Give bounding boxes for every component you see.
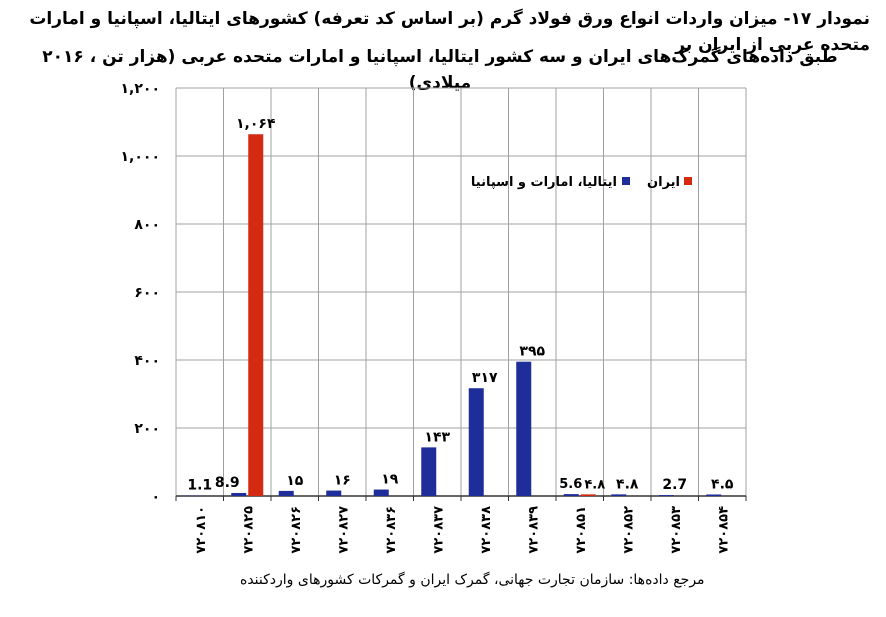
x-tick-label: ۷۲۰۸۵۴ [716, 506, 731, 554]
data-label-blue: ۱۶ [334, 473, 351, 489]
y-tick-label: ۰ [151, 489, 160, 505]
data-label-blue: 2.7 [662, 477, 687, 493]
data-label-blue: ۱۴۳ [424, 429, 450, 445]
data-source-note: مرجع داده‌ها: سازمان تجارت جهانی، گمرک ا… [240, 572, 705, 588]
y-tick-label: ۴۰۰ [134, 353, 160, 369]
data-label-blue: ۴.۵ [711, 476, 734, 492]
data-label-blue: 8.9 [215, 475, 240, 491]
legend-label-red: ایران [647, 175, 680, 190]
x-tick-label: ۷۲۰۸۱۰ [194, 506, 209, 554]
data-label-red: ۱,۰۶۴ [236, 116, 276, 132]
data-label-blue: ۳۹۵ [519, 344, 545, 360]
bar-blue-series [231, 492, 247, 496]
x-tick-label: ۷۲۰۸۵۲ [621, 506, 636, 554]
data-label-blue: 1.1 [187, 478, 212, 494]
data-label-blue: ۱۵ [286, 473, 304, 489]
y-tick-label: ۱,۰۰۰ [121, 149, 161, 165]
bar-blue-series [563, 494, 579, 496]
x-tick-label: ۷۲۰۸۲۶ [289, 506, 304, 554]
x-tick-label: ۷۲۰۸۲۵ [241, 506, 256, 554]
x-tick-label: ۷۲۰۸۵۱ [574, 506, 589, 554]
bar-blue-series [468, 388, 484, 496]
data-label-red: ۴.۸ [584, 477, 605, 492]
x-tick-label: ۷۲۰۸۳۹ [526, 506, 541, 554]
x-tick-label: ۷۲۰۸۵۳ [669, 506, 684, 554]
data-label-blue: ۴.۸ [616, 476, 639, 492]
data-label-blue: ۳۱۷ [472, 370, 498, 386]
x-tick-label: ۷۲۰۸۲۷ [336, 506, 351, 554]
x-tick-label: ۷۲۰۸۳۷ [431, 506, 446, 554]
bar-blue-series [183, 495, 199, 497]
legend-swatch-red [684, 177, 692, 185]
y-tick-label: ۱,۲۰۰ [121, 81, 161, 97]
chart-title-line-1: نمودار ۱۷- میزان واردات انواع ورق فولاد … [29, 9, 870, 55]
bar-blue-series [658, 495, 674, 496]
bar-blue-series [706, 494, 722, 496]
y-tick-label: ۶۰۰ [134, 285, 160, 301]
y-tick-label: ۸۰۰ [134, 217, 160, 233]
bar-red-series [580, 494, 596, 496]
bar-blue-series [516, 361, 532, 496]
legend-label-blue: ایتالیا، امارات و اسپانیا [471, 175, 617, 190]
data-label-blue: ۱۹ [381, 472, 399, 488]
data-label-blue: 5.6 [559, 477, 582, 492]
bar-blue-series [278, 490, 294, 496]
bar-blue-series [326, 490, 342, 496]
x-tick-label: ۷۲۰۸۳۸ [479, 506, 494, 554]
legend-swatch-blue [622, 177, 630, 185]
x-tick-label: ۷۲۰۸۳۶ [384, 506, 399, 554]
bar-blue-series [611, 494, 627, 496]
bar-red-series [248, 134, 264, 497]
bar-blue-series [421, 447, 437, 496]
y-tick-label: ۲۰۰ [134, 421, 160, 437]
bar-blue-series [373, 489, 389, 496]
